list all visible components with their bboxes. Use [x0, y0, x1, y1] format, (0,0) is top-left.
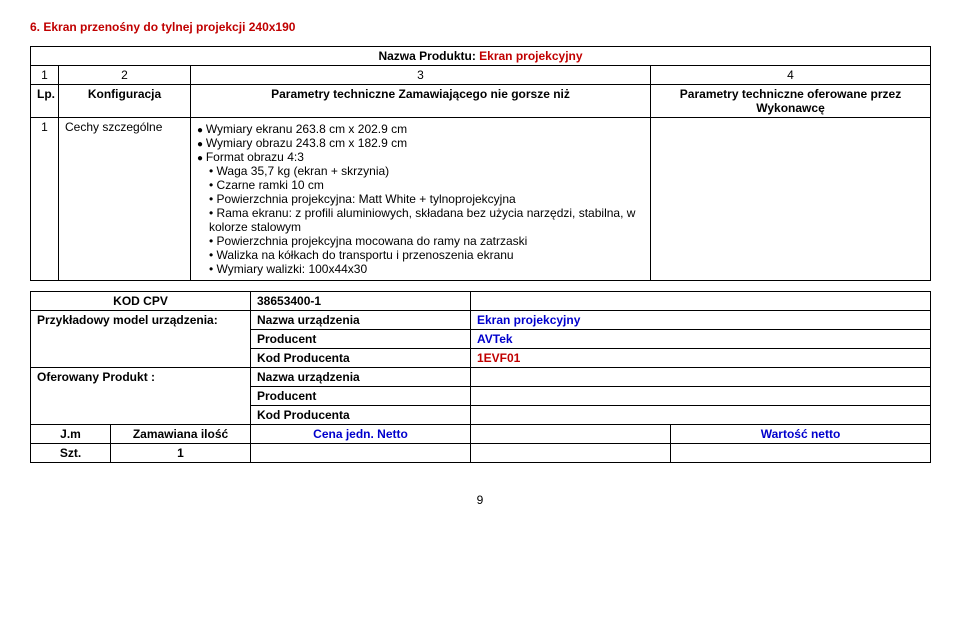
hdr-4: 4 — [651, 66, 931, 85]
zamaw-label: Zamawiana ilość — [111, 425, 251, 444]
sub-bullet: Czarne ramki 10 cm — [209, 178, 644, 192]
szt-label: Szt. — [31, 444, 111, 463]
kod-prod-value: 1EVF01 — [471, 349, 931, 368]
bullet: Wymiary obrazu 243.8 cm x 182.9 cm — [197, 136, 644, 150]
producent-value: AVTek — [471, 330, 931, 349]
sub-bullet: Powierzchnia projekcyjna: Matt White + t… — [209, 192, 644, 206]
empty-cell — [471, 406, 931, 425]
producent-label-2: Producent — [251, 387, 471, 406]
cena-label: Cena jedn. Netto — [251, 425, 471, 444]
row1-wyk — [651, 118, 931, 281]
empty-cell — [471, 444, 671, 463]
sub-bullet: Powierzchnia projekcyjna mocowana do ram… — [209, 234, 644, 248]
kod-cpv-label: KOD CPV — [31, 292, 251, 311]
sub-bullet: Wymiary walizki: 100x44x30 — [209, 262, 644, 276]
kod-prod-label-2: Kod Producenta — [251, 406, 471, 425]
row1-params: Wymiary ekranu 263.8 cm x 202.9 cm Wymia… — [191, 118, 651, 281]
hdr-2: 2 — [59, 66, 191, 85]
konf-label: Konfiguracja — [59, 85, 191, 118]
section-title: 6. Ekran przenośny do tylnej projekcji 2… — [30, 20, 930, 34]
nazwa-urz-label-2: Nazwa urządzenia — [251, 368, 471, 387]
producent-label: Producent — [251, 330, 471, 349]
hdr-3: 3 — [191, 66, 651, 85]
bullet: Format obrazu 4:3 Waga 35,7 kg (ekran + … — [197, 150, 644, 276]
product-header-value: Ekran projekcyjny — [479, 49, 582, 63]
sub-bullet: Waga 35,7 kg (ekran + skrzynia) — [209, 164, 644, 178]
row1-label: Cechy szczególne — [59, 118, 191, 281]
nazwa-urz-label: Nazwa urządzenia — [251, 311, 471, 330]
main-table: Nazwa Produktu: Ekran projekcyjny 1 2 3 … — [30, 46, 931, 281]
wartosc-label: Wartość netto — [671, 425, 931, 444]
empty-cell — [671, 444, 931, 463]
kod-cpv-value: 38653400-1 — [251, 292, 471, 311]
details-table: KOD CPV 38653400-1 Przykładowy model urz… — [30, 291, 931, 463]
sub-bullet: Rama ekranu: z profili aluminiowych, skł… — [209, 206, 644, 234]
kod-prod-label: Kod Producenta — [251, 349, 471, 368]
bullet: Wymiary ekranu 263.8 cm x 202.9 cm — [197, 122, 644, 136]
lp-label: Lp. — [31, 85, 59, 118]
empty-cell — [471, 387, 931, 406]
row1-num: 1 — [31, 118, 59, 281]
product-header-label: Nazwa Produktu: — [378, 49, 475, 63]
empty-cell — [471, 425, 671, 444]
jm-label: J.m — [31, 425, 111, 444]
nazwa-urz-value: Ekran projekcyjny — [471, 311, 931, 330]
empty-cell — [251, 444, 471, 463]
param-label: Parametry techniczne Zamawiającego nie g… — [191, 85, 651, 118]
szt-val: 1 — [111, 444, 251, 463]
empty-cell — [471, 368, 931, 387]
product-header: Nazwa Produktu: Ekran projekcyjny — [31, 47, 931, 66]
wyk-label: Parametry techniczne oferowane przez Wyk… — [651, 85, 931, 118]
przyklad-label: Przykładowy model urządzenia: — [31, 311, 251, 368]
hdr-1: 1 — [31, 66, 59, 85]
page-number: 9 — [30, 493, 930, 507]
sub-bullet: Walizka na kółkach do transportu i przen… — [209, 248, 644, 262]
oferowany-label: Oferowany Produkt : — [31, 368, 251, 425]
empty-cell — [471, 292, 931, 311]
